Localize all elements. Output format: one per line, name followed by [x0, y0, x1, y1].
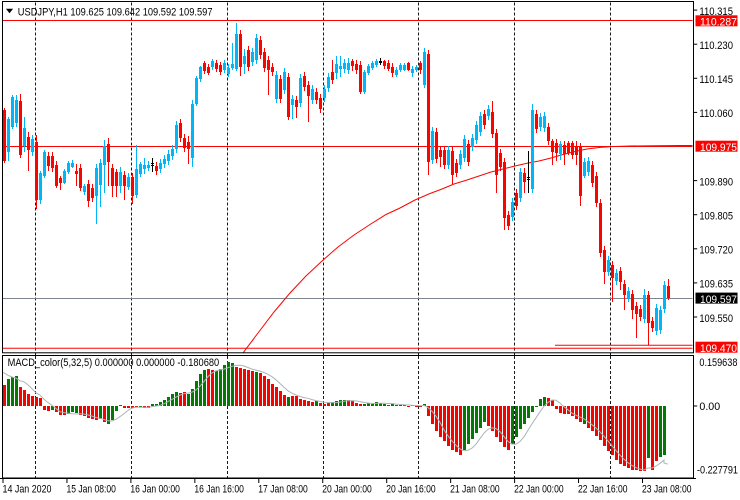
svg-text:109.550: 109.550 — [699, 313, 733, 325]
svg-text:109.635: 109.635 — [699, 279, 733, 291]
svg-text:109.890: 109.890 — [699, 176, 733, 188]
svg-text:110.145: 110.145 — [699, 74, 733, 86]
svg-text:20 Jan 16:00: 20 Jan 16:00 — [386, 484, 436, 496]
svg-text:23 Jan 08:00: 23 Jan 08:00 — [642, 484, 692, 496]
svg-text:109.975: 109.975 — [700, 142, 737, 154]
svg-text:16 Jan 00:00: 16 Jan 00:00 — [130, 484, 180, 496]
svg-text:20 Jan 00:00: 20 Jan 00:00 — [322, 484, 372, 496]
svg-text:110.060: 110.060 — [699, 108, 733, 120]
svg-text:109.470: 109.470 — [700, 343, 737, 355]
svg-text:22 Jan 16:00: 22 Jan 16:00 — [578, 484, 628, 496]
svg-text:22 Jan 00:00: 22 Jan 00:00 — [514, 484, 564, 496]
svg-text:21 Jan 08:00: 21 Jan 08:00 — [450, 484, 500, 496]
svg-text:14 Jan 2020: 14 Jan 2020 — [3, 484, 52, 496]
svg-text:109.720: 109.720 — [699, 245, 733, 257]
svg-text:110.287: 110.287 — [700, 17, 737, 29]
svg-text:USDJPY,H1 109.625 109.642 109: USDJPY,H1 109.625 109.642 109.592 109.59… — [18, 6, 213, 18]
svg-text:110.230: 110.230 — [699, 40, 733, 52]
svg-text:0.00: 0.00 — [699, 401, 720, 413]
svg-text:-0.227791: -0.227791 — [697, 465, 738, 477]
svg-text:109.805: 109.805 — [699, 211, 733, 223]
svg-text:15 Jan 08:00: 15 Jan 08:00 — [66, 484, 116, 496]
svg-text:17 Jan 08:00: 17 Jan 08:00 — [258, 484, 308, 496]
svg-text:0.159638: 0.159638 — [699, 357, 737, 369]
svg-text:110.315: 110.315 — [699, 6, 733, 18]
svg-text:MACD_color(5,32,5) 0.000000 0.: MACD_color(5,32,5) 0.000000 0.000000 -0.… — [8, 357, 220, 369]
svg-text:109.597: 109.597 — [700, 294, 737, 306]
svg-text:16 Jan 16:00: 16 Jan 16:00 — [194, 484, 244, 496]
